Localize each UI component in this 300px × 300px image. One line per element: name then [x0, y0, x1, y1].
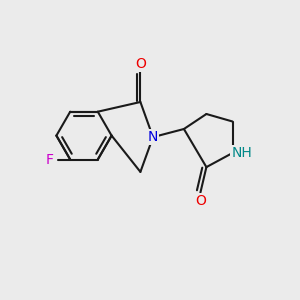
Text: O: O [135, 57, 146, 71]
Text: O: O [195, 194, 206, 208]
Text: N: N [148, 130, 158, 144]
Text: NH: NH [231, 146, 252, 160]
Text: F: F [46, 152, 54, 167]
